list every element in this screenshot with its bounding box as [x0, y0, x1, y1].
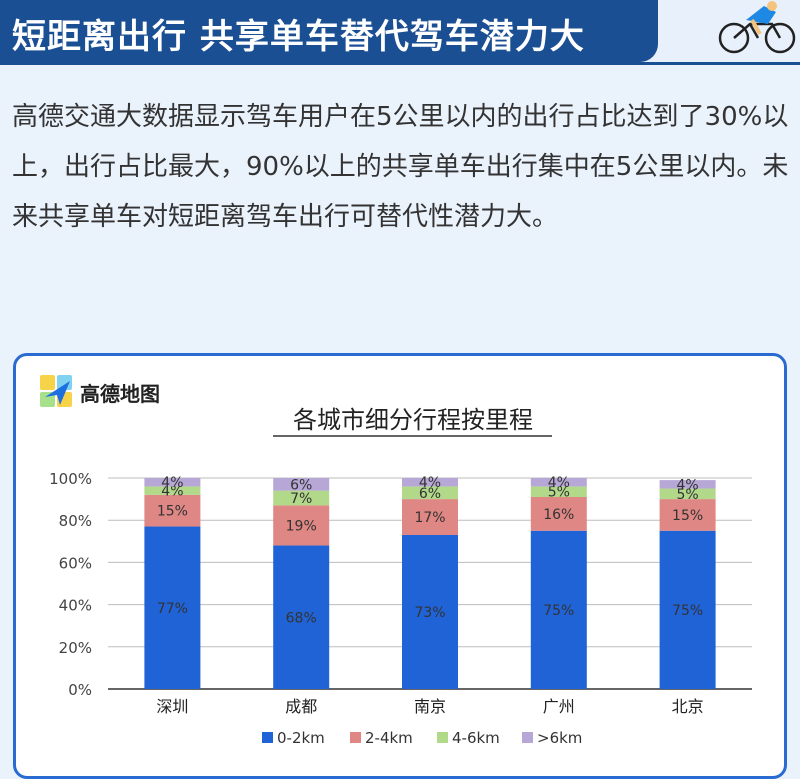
- cyclist-icon: [718, 1, 796, 54]
- bar-segment: [273, 478, 330, 491]
- bar-segment: [659, 480, 716, 489]
- bars: 77%15%4%4%68%19%7%6%73%17%6%4%75%16%5%4%…: [144, 475, 716, 689]
- x-tick-label: 北京: [672, 697, 704, 716]
- data-label: 15%: [672, 508, 703, 524]
- bar-segment: [144, 478, 201, 487]
- x-tick-label: 成都: [285, 697, 317, 716]
- data-label: 5%: [676, 487, 698, 503]
- legend-swatch: [262, 732, 273, 743]
- data-label: 16%: [543, 507, 574, 523]
- bar-segment: [530, 486, 587, 497]
- data-label: 4%: [161, 475, 183, 491]
- page-title: 短距离出行 共享单车替代驾车潜力大: [12, 17, 585, 57]
- bar-segment: [530, 478, 587, 487]
- y-tick-label: 0%: [68, 681, 92, 699]
- x-tick-label: 深圳: [156, 697, 188, 716]
- bar-segment: [402, 534, 458, 689]
- data-label: 5%: [548, 485, 570, 501]
- bar-segment: [402, 478, 458, 487]
- brand-logo: 高德地图: [40, 374, 160, 410]
- bar-segment: [659, 488, 716, 500]
- header-rule: [0, 62, 800, 65]
- y-tick-label: 100%: [49, 470, 92, 488]
- data-label: 15%: [157, 504, 188, 520]
- intro-paragraph: 高德交通大数据显示驾车用户在5公里以内的出行占比达到了30%以上，出行占比最大，…: [12, 102, 789, 232]
- data-label: 4%: [161, 484, 183, 500]
- bar-segment: [144, 486, 201, 495]
- y-tick-label: 20%: [59, 639, 92, 657]
- x-tick-label: 广州: [543, 697, 575, 716]
- bar-segment: [144, 494, 201, 527]
- y-tick-label: 60%: [59, 554, 92, 572]
- data-label: 4%: [548, 475, 570, 491]
- legend-label: 0-2km: [277, 729, 325, 747]
- legend-label: 4-6km: [452, 729, 500, 747]
- x-axis: 深圳 成都 南京 广州 北京: [156, 697, 703, 716]
- y-tick-label: 80%: [59, 512, 92, 530]
- chart-title: 各城市细分行程按里程: [293, 406, 533, 434]
- bar-segment: [273, 490, 330, 506]
- data-label: 17%: [414, 510, 445, 526]
- data-label: 75%: [672, 603, 703, 619]
- bar-segment: [659, 499, 716, 531]
- legend: 0-2km 2-4km 4-6km >6km: [262, 729, 582, 747]
- data-label: 7%: [290, 491, 312, 507]
- data-label: 77%: [157, 601, 188, 617]
- bar-segment: [659, 530, 716, 689]
- legend-swatch: [350, 732, 361, 743]
- data-label: 19%: [286, 518, 317, 534]
- data-label: 4%: [676, 477, 698, 493]
- bar-segment: [402, 499, 458, 535]
- bar-segment: [273, 545, 330, 689]
- data-label: 73%: [414, 605, 445, 621]
- x-tick-label: 南京: [414, 697, 446, 716]
- stacked-bar-chart: 各城市细分行程按里程 0%20%40%60%80%100% 77%15%4%4%…: [49, 406, 752, 747]
- amap-logo-icon: [40, 375, 72, 407]
- data-label: 4%: [419, 475, 441, 491]
- data-label: 6%: [290, 477, 312, 493]
- data-label: 68%: [286, 610, 317, 626]
- y-tick-label: 40%: [59, 597, 92, 615]
- title-banner: 短距离出行 共享单车替代驾车潜力大: [0, 0, 658, 62]
- data-label: 75%: [543, 603, 574, 619]
- bar-segment: [144, 526, 201, 689]
- legend-swatch: [522, 732, 533, 743]
- chart-card: [13, 353, 787, 779]
- bar-segment: [273, 505, 330, 546]
- legend-label: >6km: [537, 729, 582, 747]
- bar-segment: [402, 486, 458, 500]
- bar-segment: [530, 496, 587, 531]
- data-label: 6%: [419, 486, 441, 502]
- legend-label: 2-4km: [365, 729, 413, 747]
- brand-name: 高德地图: [80, 381, 160, 406]
- legend-swatch: [437, 732, 448, 743]
- y-axis: 0% 20% 40% 60% 80% 100%: [49, 470, 92, 699]
- bar-segment: [530, 530, 587, 689]
